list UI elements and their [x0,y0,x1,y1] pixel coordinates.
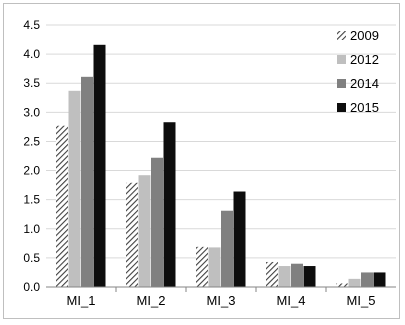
x-tick-label: MI_2 [137,293,166,308]
legend-swatch-2012 [337,55,346,64]
legend: 2009 2012 2014 2015 [337,28,379,115]
legend-swatch-2009 [337,31,346,40]
bar-mi-3-2012 [208,247,221,287]
y-tick-label: 4.0 [23,47,40,61]
legend-label: 2015 [350,100,379,115]
bar-mi-5-2009 [336,283,348,287]
x-tick-label: MI_1 [67,293,96,308]
bar-mi-5-2012 [348,278,361,287]
bar-mi-3-2009 [196,246,208,287]
bar-mi-5-2015 [373,272,386,287]
y-tick-label: 1.0 [23,222,40,236]
axes: 0.0 0.5 1.0 1.5 2.0 2.5 3.0 3.5 4.0 4.5 MI_1 MI_2 MI… [23,18,396,308]
bar-mi-2-2015 [163,122,176,287]
x-tick-label: MI_5 [347,293,376,308]
bar-mi-1-2012 [68,90,81,288]
legend-swatch-2015 [337,103,346,112]
bar-mi-3-2015 [233,191,246,287]
bar-mi-1-2009 [56,125,68,287]
bar-mi-5-2014 [361,272,373,287]
y-tick-label: 1.5 [23,193,40,207]
x-tick-label: MI_4 [277,293,306,308]
chart-frame: 0.0 0.5 1.0 1.5 2.0 2.5 3.0 3.5 4.0 4.5 MI_1 MI_2 MI… [3,3,400,319]
bar-mi-2-2012 [138,175,151,287]
y-tick-label: 2.0 [23,164,40,178]
bar-mi-4-2012 [278,266,291,287]
bar-mi-1-2014 [81,76,93,287]
legend-swatch-2014 [337,79,346,88]
bar-mi-4-2015 [303,266,316,287]
bar-chart: 0.0 0.5 1.0 1.5 2.0 2.5 3.0 3.5 4.0 4.5 MI_1 MI_2 MI… [23,18,396,308]
bar-mi-1-2015 [93,44,106,287]
y-tick-label: 3.5 [23,76,40,90]
bar-mi-3-2014 [221,210,233,287]
legend-label: 2014 [350,76,379,91]
y-tick-label: 3.0 [23,105,40,119]
y-tick-label: 2.5 [23,134,40,148]
legend-label: 2009 [350,28,379,43]
x-tick-label: MI_3 [207,293,236,308]
bar-mi-2-2009 [126,182,138,287]
y-tick-label: 4.5 [23,18,40,32]
bar-mi-4-2009 [266,261,278,287]
legend-label: 2012 [350,52,379,67]
y-tick-label: 0.0 [23,280,40,294]
bar-mi-2-2014 [151,157,163,287]
y-tick-label: 0.5 [23,251,40,265]
bar-mi-4-2014 [291,263,303,287]
bars [56,44,386,288]
